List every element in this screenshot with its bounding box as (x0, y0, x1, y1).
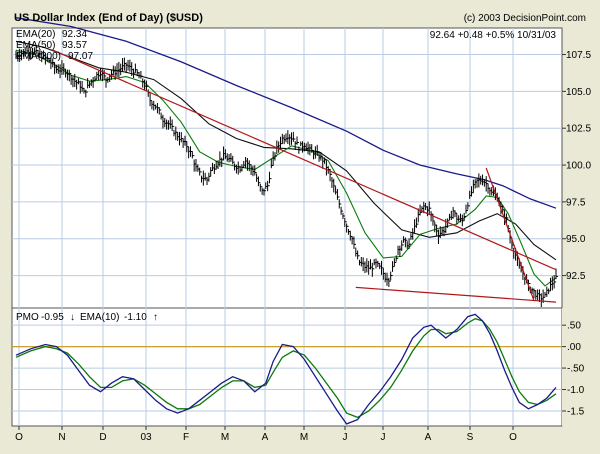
trendline (355, 286, 557, 303)
price-y-tick-label: 95.0 (566, 234, 586, 245)
pmo-line (15, 313, 557, 425)
pmo-legend-label: PMO (16, 312, 39, 323)
price-panel-background (11, 27, 563, 309)
x-tick-label: J (343, 432, 348, 443)
price-y-tick-label: 100.0 (566, 161, 591, 172)
price-y-tick-label: 107.5 (566, 50, 591, 61)
pmo-signal-legend-value: -1.10 (124, 312, 147, 323)
x-tick-label: J (381, 432, 386, 443)
pmo-legend: PMO -0.95 ↓ EMA(10) -1.10 ↑ (16, 312, 158, 323)
price-y-tick-label: 105.0 (566, 87, 591, 98)
last-quote: 92.64 +0.48 +0.5% 10/31/03 (430, 30, 557, 41)
pmo-y-tick-label: .50 (567, 321, 581, 332)
pmo-y-tick-label: -1.5 (567, 406, 585, 417)
price-legend: EMA(20) 92.34 EMA(50) 93.57 EMA(200) 97.… (16, 29, 93, 62)
pmo-panel-background (11, 307, 563, 427)
chart-title: US Dollar Index (End of Day) ($USD) (14, 12, 203, 24)
ema20-legend-label: EMA(20) (16, 29, 55, 40)
x-tick-label: A (425, 432, 432, 443)
pmo-signal-legend-label: EMA(10) (80, 312, 119, 323)
pmo-series (15, 313, 557, 425)
trendline (52, 49, 557, 271)
ema50-legend-value: 93.57 (62, 40, 87, 51)
x-tick-label: F (183, 432, 189, 443)
ema50-legend-label: EMA(50) (16, 40, 55, 51)
x-tick-label: 03 (140, 432, 152, 443)
axes: O N D 03 F M A M J J A S O 92.5 95.0 97.5 100.0 102.5 105.… (15, 50, 591, 443)
x-tick-label: A (262, 432, 269, 443)
pmo-y-tick-label: -.50 (567, 364, 585, 375)
x-tick-label: N (58, 432, 65, 443)
pmo-y-tick-label: -1.0 (567, 385, 585, 396)
x-tick-label: D (99, 432, 106, 443)
price-series (15, 17, 558, 308)
pmo-legend-value: -0.95 (41, 312, 64, 323)
pmo-y-tick-label: .00 (567, 342, 581, 353)
x-tick-label: M (221, 432, 229, 443)
price-y-tick-label: 92.5 (566, 271, 586, 282)
price-y-tick-label: 102.5 (566, 124, 591, 135)
pmo-signal-up-arrow-icon: ↑ (153, 312, 158, 323)
ema200-legend-label: EMA(200) (16, 51, 61, 62)
ema200-line (15, 17, 557, 209)
ema200-legend-value: 97.07 (68, 51, 93, 62)
x-tick-label: S (467, 432, 474, 443)
pmo-down-arrow-icon: ↓ (70, 312, 75, 323)
x-tick-label: M (300, 432, 308, 443)
copyright-note: (c) 2003 DecisionPoint.com (464, 13, 586, 24)
price-y-tick-label: 97.5 (566, 197, 586, 208)
x-tick-label: O (15, 432, 23, 443)
pmo-axis-strip (562, 308, 588, 426)
ema20-legend-value: 92.34 (62, 29, 87, 40)
x-tick-label: O (509, 432, 517, 443)
trendline (485, 167, 535, 301)
ema50-line (15, 40, 557, 261)
